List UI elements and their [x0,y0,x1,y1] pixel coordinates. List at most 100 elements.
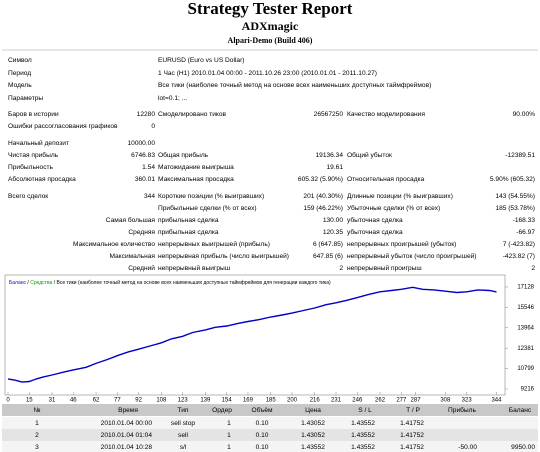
x-tick-label: 231 [331,398,342,404]
column-header: Баланс [509,407,532,414]
table-cell: 1.43052 [301,432,325,439]
stat-label: непрерывных проигрышей (убыток) [347,240,456,248]
table-cell: 0.10 [256,432,269,439]
stat-value: 6746.83 [131,152,155,159]
legend-separator: / [54,280,56,286]
table-cell: 3 [35,444,39,451]
stat-value: 19.61 [326,164,343,171]
table-cell: 1.41752 [400,420,424,427]
legend-separator: / [27,280,29,286]
stat-label: убыточная сделка [347,228,403,236]
table-cell: 1.43552 [301,444,325,451]
column-header: T / P [406,407,420,414]
stat-label: Максимальная просадка [158,176,234,183]
x-tick-label: 92 [135,398,142,404]
stat-value: 19136.34 [315,152,343,159]
table-cell: 2010.01.04 10:28 [101,444,153,451]
stat-label: Прибыльность [8,163,54,171]
stat-label: Ошибки рассогласования графиков [8,122,118,130]
stat-label: Качество моделирования [347,111,425,118]
expert-name: ADXmagic [242,19,299,33]
column-header: Объём [251,406,272,414]
x-tick-label: 200 [287,398,298,404]
stat-value: 159 (46.22%) [303,205,343,212]
table-cell: 1.41752 [400,444,424,451]
stat-label: Убыточные сделки (% от всех) [347,204,440,212]
stat-value: 0 [151,123,155,130]
x-tick-label: 308 [440,398,451,404]
column-header: Тип [178,407,189,414]
stat-value: -168.33 [513,217,536,224]
balance-line [7,286,497,383]
table-cell: 1.43052 [301,420,325,427]
column-header: Цена [305,407,321,414]
x-tick-label: 77 [114,398,121,404]
x-tick-label: 108 [156,398,167,404]
group-label: Средний [128,264,155,272]
legend-entry: Средства [30,280,52,286]
x-tick-label: 216 [310,398,321,404]
setting-label: Символ [8,57,32,64]
stat-label: Длинные позиции (% выигравших) [347,193,453,200]
x-tick-label: 344 [491,398,502,404]
legend-entry: Все тики (наиболее точный метод на основ… [57,279,331,286]
stat-value: 90.00% [513,111,536,118]
x-tick-label: 185 [266,398,277,404]
x-tick-label: 46 [70,398,77,404]
stat-label: Общая прибыль [158,151,209,159]
column-header: Время [118,407,138,414]
stat-label: Начальный депозит [8,139,69,147]
x-tick-label: 139 [200,398,211,404]
table-row-bg [2,429,538,441]
setting-value: 1 Час (H1) 2010.01.04 00:00 - 2011.10.26… [158,70,377,77]
stat-value: 12280 [137,111,156,118]
y-tick-label: 15546 [517,305,534,311]
x-tick-label: 123 [178,398,189,404]
table-row-bg [2,441,538,452]
column-header: Прибыль [448,406,476,414]
stat-label: непрерывная прибыль (число выигрышей) [158,252,289,260]
stat-label: непрерывных выигрышей (прибыль) [158,240,270,248]
table-cell: sell stop [171,420,196,427]
report-title: Strategy Tester Report [188,0,353,18]
chart-frame [4,274,506,396]
setting-label: Период [8,70,31,77]
stat-label: убыточная сделка [347,216,403,224]
x-tick-label: 262 [375,398,386,404]
x-tick-label: 277 [396,398,407,404]
stat-label: Всего сделок [8,193,48,200]
table-cell: 0.10 [256,444,269,451]
stat-label: Баров в истории [8,111,59,118]
group-label: Максимальное количество [73,241,155,248]
stat-value: -423.82 (7) [503,253,535,260]
x-tick-label: 169 [243,398,254,404]
stat-label: Матожидание выигрыша [158,164,234,171]
table-cell: 9950.00 [511,444,535,451]
setting-label: Параметры [8,95,43,102]
stat-value: 5.90% (605.32) [490,176,535,183]
stat-value: 130.00 [323,217,344,224]
column-header: № [33,407,40,414]
stat-value: 605.32 (5.90%) [298,176,343,183]
table-cell: 2010.01.04 00:00 [101,420,153,427]
stat-label: непрерывный убыток (число проигрышей) [347,252,477,260]
group-label: Максимальная [109,253,155,260]
table-cell: 2 [35,432,39,439]
setting-value: Все тики (наиболее точный метод на основ… [158,81,431,89]
table-cell: 1.43552 [351,420,375,427]
stat-value: 7 (-423.82) [503,241,535,248]
stat-label: Чистая прибыль [8,151,59,159]
table-cell: 2010.01.04 01:04 [101,432,153,439]
stat-label: Относительная просадка [347,176,425,183]
stat-value: 647.85 (6) [313,253,343,260]
table-cell: 1.41752 [400,432,424,439]
stat-label: прибыльная сделка [158,228,219,236]
table-cell: s/l [180,444,187,451]
stat-value: 344 [144,193,155,200]
stat-value: 360.01 [135,176,156,183]
table-header-bg [2,404,538,416]
table-row-bg [2,417,538,429]
setting-label: Модель [8,82,32,89]
server-name: Alpari-Demo (Build 406) [228,36,313,45]
